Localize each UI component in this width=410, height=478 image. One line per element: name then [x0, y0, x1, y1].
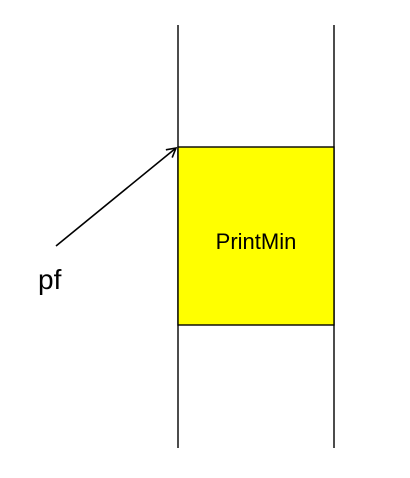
- printmin-label: PrintMin: [215, 229, 297, 254]
- pointer-arrow: [55, 146, 178, 247]
- printmin-block: [177, 146, 335, 326]
- pf-pointer-label: pf: [38, 264, 62, 295]
